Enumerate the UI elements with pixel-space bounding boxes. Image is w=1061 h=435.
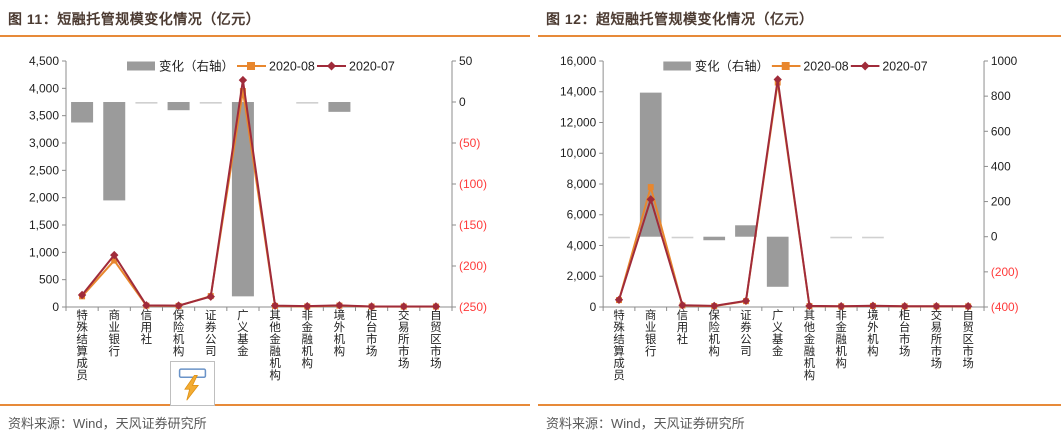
svg-text:柜台市场: 柜台市场 <box>366 309 378 358</box>
figure-12-chart: 0 2,000 4,000 6,000 8,000 10,000 12,000 14,000 1… <box>560 54 1019 382</box>
flash-widget-field <box>178 368 207 379</box>
svg-text:信用社: 信用社 <box>141 309 153 346</box>
svg-text:1,500: 1,500 <box>29 218 59 232</box>
svg-text:4,000: 4,000 <box>567 238 597 252</box>
svg-text:2,000: 2,000 <box>567 269 597 283</box>
svg-text:50: 50 <box>459 54 473 68</box>
figure-11-chart: 05001,0001,5002,0002,5003,0003,5004,0004… <box>29 54 487 382</box>
svg-text:2020-08: 2020-08 <box>269 60 315 74</box>
svg-text:境外机构: 境外机构 <box>867 308 879 358</box>
svg-text:0: 0 <box>52 300 59 314</box>
svg-text:600: 600 <box>991 124 1011 138</box>
svg-text:非金融机构: 非金融机构 <box>302 309 314 370</box>
svg-text:广义基金: 广义基金 <box>237 309 249 358</box>
svg-text:16,000: 16,000 <box>560 54 597 68</box>
svg-text:8,000: 8,000 <box>567 177 597 191</box>
figure-11-source: 资料来源：Wind，天风证券研究所 <box>0 404 530 435</box>
svg-text:自贸区市场: 自贸区市场 <box>430 309 442 370</box>
svg-text:2020-07: 2020-07 <box>882 59 927 73</box>
svg-text:0: 0 <box>459 95 466 109</box>
svg-text:0: 0 <box>991 230 998 244</box>
figure-12-title: 图 12：超短融托管规模变化情况（亿元） <box>538 0 1061 37</box>
svg-text:(200): (200) <box>991 265 1019 279</box>
svg-text:2020-08: 2020-08 <box>803 59 848 73</box>
svg-text:交易所市场: 交易所市场 <box>398 308 410 370</box>
svg-text:4,000: 4,000 <box>29 81 59 95</box>
svg-text:3,000: 3,000 <box>29 136 59 150</box>
svg-text:证券公司: 证券公司 <box>205 309 217 358</box>
svg-text:10,000: 10,000 <box>560 146 597 160</box>
svg-text:4,500: 4,500 <box>29 54 59 68</box>
svg-text:0: 0 <box>590 300 597 314</box>
svg-text:保险机构: 保险机构 <box>709 308 721 358</box>
svg-text:1,000: 1,000 <box>29 245 59 259</box>
svg-text:广义基金: 广义基金 <box>772 309 784 358</box>
svg-text:2,000: 2,000 <box>29 191 59 205</box>
svg-text:2,500: 2,500 <box>29 163 59 177</box>
svg-text:800: 800 <box>991 89 1011 103</box>
figure-11-title: 图 11：短融托管规模变化情况（亿元） <box>0 0 530 37</box>
svg-text:(150): (150) <box>459 218 487 232</box>
svg-text:证券公司: 证券公司 <box>740 309 752 358</box>
lightning-bolt-icon <box>184 374 200 401</box>
svg-text:200: 200 <box>991 194 1011 208</box>
figure-11-panel: 图 11：短融托管规模变化情况（亿元） 0 500 1,000 1,500 2,000 2… <box>0 0 530 435</box>
svg-text:柜台市场: 柜台市场 <box>899 309 910 358</box>
figure-12-panel: 图 12：超短融托管规模变化情况（亿元） 0 2,000 4,000 6,000 8,0… <box>538 0 1061 435</box>
svg-text:变化（右轴）: 变化（右轴） <box>159 59 234 74</box>
svg-text:其他金融机构: 其他金融机构 <box>804 309 816 382</box>
svg-text:特殊结算成员: 特殊结算成员 <box>613 308 625 382</box>
svg-text:2020-07: 2020-07 <box>349 60 395 74</box>
svg-text:境外机构: 境外机构 <box>334 308 346 358</box>
svg-text:3,500: 3,500 <box>29 109 59 123</box>
svg-text:商业银行: 商业银行 <box>645 308 657 358</box>
svg-text:商业银行: 商业银行 <box>109 308 121 358</box>
svg-text:(100): (100) <box>459 177 487 191</box>
svg-text:非金融机构: 非金融机构 <box>836 309 848 370</box>
figure-12-source: 资料来源：Wind，天风证券研究所 <box>538 404 1061 435</box>
svg-text:400: 400 <box>991 159 1011 173</box>
svg-text:(250): (250) <box>459 300 487 314</box>
svg-text:交易所市场: 交易所市场 <box>931 308 942 370</box>
svg-text:500: 500 <box>39 273 59 287</box>
svg-text:其他金融机构: 其他金融机构 <box>269 309 281 382</box>
svg-text:特殊结算成员: 特殊结算成员 <box>76 308 88 382</box>
svg-text:信用社: 信用社 <box>677 309 688 346</box>
svg-text:(200): (200) <box>459 259 487 273</box>
flash-widget-button[interactable] <box>170 361 215 406</box>
svg-text:(50): (50) <box>459 136 480 150</box>
svg-text:保险机构: 保险机构 <box>173 308 185 358</box>
svg-text:14,000: 14,000 <box>560 85 597 99</box>
svg-text:自贸区市场: 自贸区市场 <box>962 309 973 370</box>
svg-text:1000: 1000 <box>991 54 1018 68</box>
svg-text:6,000: 6,000 <box>567 208 597 222</box>
svg-text:12,000: 12,000 <box>560 115 597 129</box>
svg-text:变化（右轴）: 变化（右轴） <box>695 58 769 73</box>
svg-text:(400): (400) <box>991 300 1019 314</box>
